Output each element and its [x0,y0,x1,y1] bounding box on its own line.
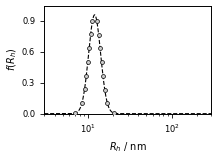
X-axis label: $R_h$ / nm: $R_h$ / nm [109,141,147,154]
Y-axis label: $f(R_h)$: $f(R_h)$ [6,48,19,71]
